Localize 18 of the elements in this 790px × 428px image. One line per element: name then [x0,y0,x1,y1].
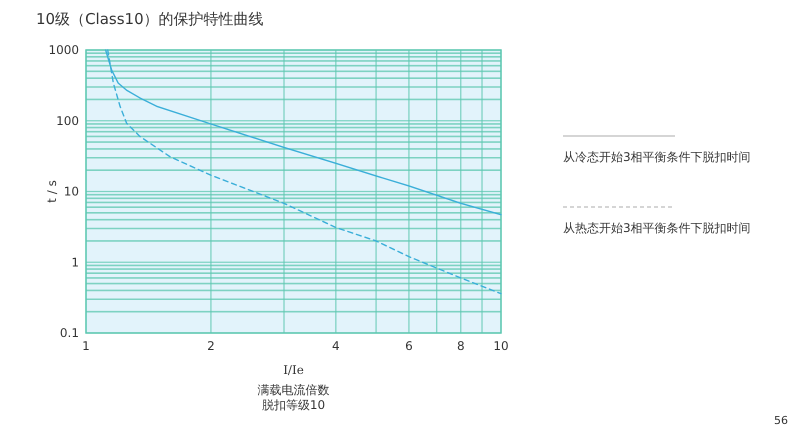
x-tick-label: 1 [82,339,90,353]
x-tick-label: 4 [332,339,340,353]
x-tick-label: 2 [207,339,215,353]
x-axis-title: I/Ie [283,363,304,377]
x-tick-label: 8 [456,339,465,353]
text: 脱扣等级10 [262,398,326,412]
y-tick-label: 1 [71,255,79,270]
y-tick-label: 100 [56,114,79,128]
y-tick-label: 0.1 [60,326,79,340]
x-tick-label: 10 [493,339,509,353]
y-tick-label: 10 [64,184,79,198]
y-tick-label: 1000 [48,43,79,57]
y-axis-title: t / s [45,180,59,203]
text: 满载电流倍数 [258,383,330,397]
x-tick-label: 6 [405,339,413,353]
chart-title: 10级（Class10）的保护特性曲线 [36,10,264,28]
legend: 从冷态开始3相平衡条件下脱扣时间 从热态开始3相平衡条件下脱扣时间 [562,136,751,235]
text: 56 [774,414,788,427]
